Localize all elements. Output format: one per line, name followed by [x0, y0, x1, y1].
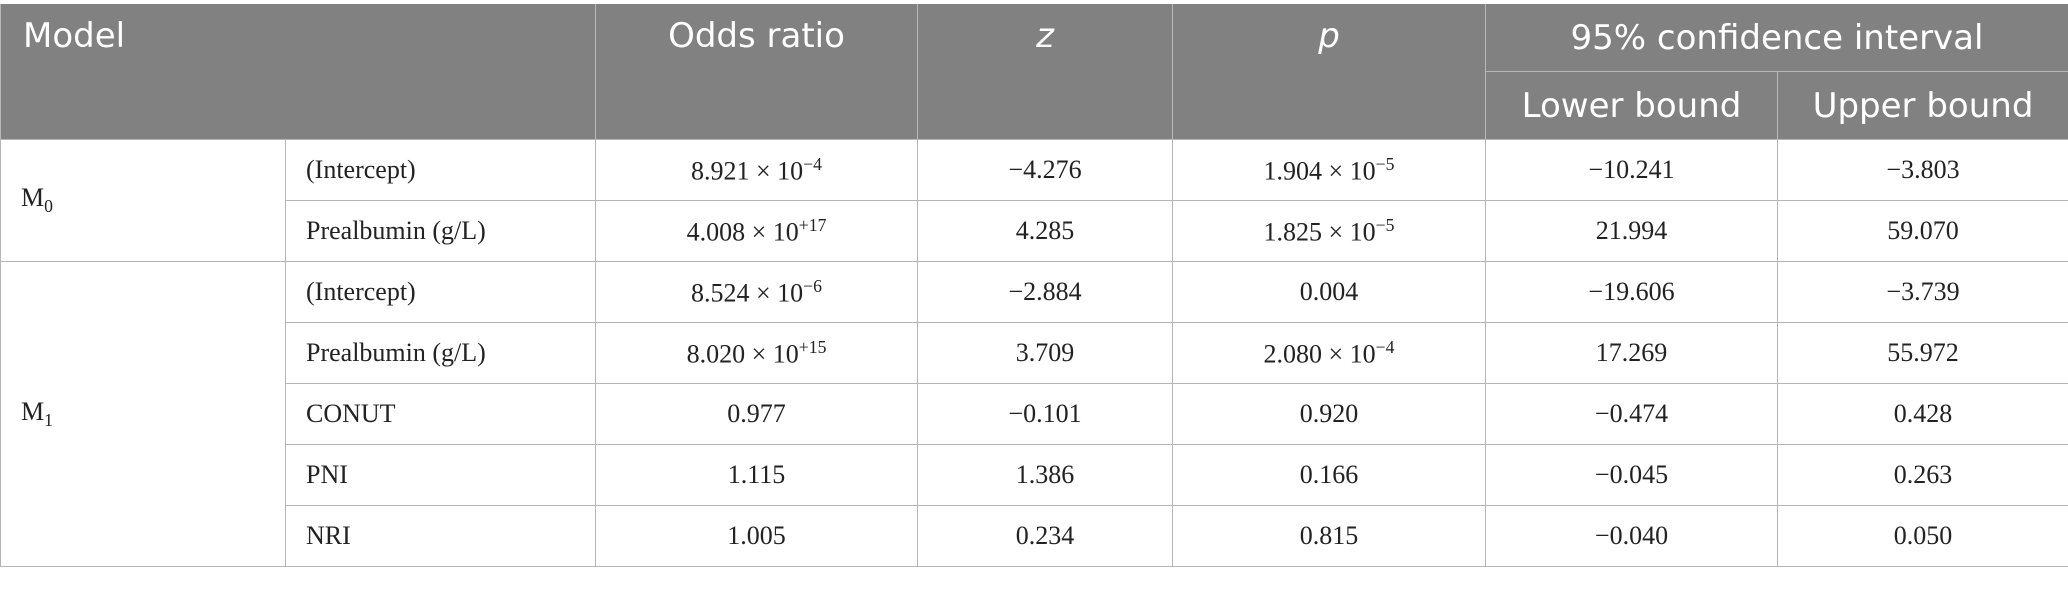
odds-ratio-cell-mantissa: 0.977	[727, 399, 786, 428]
odds-ratio-cell-mantissa: 8.524 × 10	[691, 278, 804, 308]
upper-bound-cell: −3.739	[1777, 261, 2068, 323]
model-subscript: 0	[44, 196, 53, 217]
table-row: M1 (Intercept) 8.524 × 10−6 −2.884 0.004 −19.…	[0, 261, 2068, 567]
odds-ratio-cell-exponent: +17	[798, 214, 827, 235]
odds-ratio-cell-exponent: +15	[798, 336, 827, 357]
p-value-cell-exponent: −5	[1375, 153, 1395, 174]
p-value-cell-mantissa: 0.920	[1299, 399, 1359, 428]
odds-ratio-cell-mantissa: 8.921 × 10	[691, 156, 804, 186]
lower-bound-cell: 21.994	[1485, 200, 1778, 262]
p-value-cell-exponent: −5	[1375, 214, 1395, 235]
z-cell: −2.884	[917, 261, 1173, 323]
term-cell: NRI	[285, 505, 596, 567]
odds-ratio-cell: 4.008 × 10+17	[595, 200, 918, 262]
p-value-cell: 1.825 × 10−5	[1172, 200, 1486, 262]
table-row: PNI 1.115 1.386 0.166 −0.045 0.263	[1, 444, 2068, 506]
upper-bound-cell: 0.050	[1777, 505, 2068, 567]
term-cell: (Intercept)	[285, 139, 596, 201]
z-cell: 0.234	[917, 505, 1173, 567]
odds-ratio-cell: 1.115	[595, 444, 918, 506]
header-odds-ratio: Odds ratio	[595, 4, 918, 140]
header-z: z	[917, 4, 1173, 140]
p-value-cell-mantissa: 1.825 × 10	[1263, 217, 1376, 247]
z-cell: 4.285	[917, 200, 1173, 262]
term-cell: PNI	[285, 444, 596, 506]
term-cell: (Intercept)	[285, 261, 596, 323]
upper-bound-cell: 59.070	[1777, 200, 2068, 262]
upper-bound-cell: 0.263	[1777, 444, 2068, 506]
header-confidence-interval: 95% confidence interval	[1485, 4, 2068, 72]
odds-ratio-cell-mantissa: 8.020 × 10	[686, 339, 799, 369]
p-value-cell-mantissa: 0.166	[1299, 460, 1359, 489]
odds-ratio-cell-mantissa: 1.005	[727, 521, 786, 550]
odds-ratio-cell-mantissa: 4.008 × 10	[686, 217, 799, 247]
header-model: Model	[0, 4, 596, 140]
odds-ratio-cell: 8.524 × 10−6	[595, 261, 918, 323]
z-cell: −0.101	[917, 383, 1173, 445]
header-upper-bound: Upper bound	[1777, 71, 2068, 140]
header-lower-bound: Lower bound	[1485, 71, 1778, 140]
p-value-cell-mantissa: 1.904 × 10	[1263, 156, 1376, 186]
upper-bound-cell: −3.803	[1777, 139, 2068, 201]
table-row: NRI 1.005 0.234 0.815 −0.040 0.050	[1, 505, 2068, 567]
odds-ratio-cell-exponent: −6	[803, 275, 822, 296]
p-value-cell: 1.904 × 10−5	[1172, 139, 1486, 201]
lower-bound-cell: −0.045	[1485, 444, 1778, 506]
upper-bound-cell: 55.972	[1777, 322, 2068, 384]
z-cell: −4.276	[917, 139, 1173, 201]
term-cell: Prealbumin (g/L)	[285, 200, 596, 262]
table-row: CONUT 0.977 −0.101 0.920 −0.474 0.428	[1, 383, 2068, 445]
lower-bound-cell: 17.269	[1485, 322, 1778, 384]
lower-bound-cell: −0.040	[1485, 505, 1778, 567]
regression-table: Model Odds ratio z p 95% confidence inte…	[0, 4, 2068, 567]
table-row: Prealbumin (g/L) 4.008 × 10+17 4.285 1.825 …	[1, 200, 2068, 262]
odds-ratio-cell-mantissa: 1.115	[727, 460, 786, 489]
term-cell: CONUT	[285, 383, 596, 445]
p-value-cell: 0.166	[1172, 444, 1486, 506]
model-cell: M1	[0, 261, 286, 567]
odds-ratio-cell: 8.921 × 10−4	[595, 139, 918, 201]
odds-ratio-cell: 1.005	[595, 505, 918, 567]
term-cell: Prealbumin (g/L)	[285, 322, 596, 384]
p-value-cell: 0.920	[1172, 383, 1486, 445]
table-row: Prealbumin (g/L) 8.020 × 10+15 3.709 2.080 …	[1, 322, 2068, 384]
lower-bound-cell: −19.606	[1485, 261, 1778, 323]
model-name: M	[21, 396, 45, 426]
odds-ratio-cell: 0.977	[595, 383, 918, 445]
z-cell: 3.709	[917, 322, 1173, 384]
p-value-cell: 2.080 × 10−4	[1172, 322, 1486, 384]
p-value-cell: 0.004	[1172, 261, 1486, 323]
table-body: M0 (Intercept) 8.921 × 10−4 −4.276 1.904 × 1…	[0, 139, 2068, 567]
upper-bound-cell: 0.428	[1777, 383, 2068, 445]
table-header: Model Odds ratio z p 95% confidence inte…	[0, 4, 2068, 140]
model-subscript: 1	[44, 410, 53, 431]
p-value-cell-mantissa: 0.815	[1299, 521, 1359, 550]
lower-bound-cell: −0.474	[1485, 383, 1778, 445]
lower-bound-cell: −10.241	[1485, 139, 1778, 201]
odds-ratio-cell-exponent: −4	[803, 153, 822, 174]
header-p: p	[1172, 4, 1486, 140]
model-cell: M0	[0, 139, 286, 262]
p-value-cell-mantissa: 0.004	[1299, 277, 1359, 306]
z-cell: 1.386	[917, 444, 1173, 506]
p-value-cell-mantissa: 2.080 × 10	[1263, 339, 1376, 369]
p-value-cell-exponent: −4	[1375, 336, 1395, 357]
model-name: M	[21, 183, 45, 213]
odds-ratio-cell: 8.020 × 10+15	[595, 322, 918, 384]
table-row: M0 (Intercept) 8.921 × 10−4 −4.276 1.904 × 1…	[0, 139, 2068, 262]
p-value-cell: 0.815	[1172, 505, 1486, 567]
